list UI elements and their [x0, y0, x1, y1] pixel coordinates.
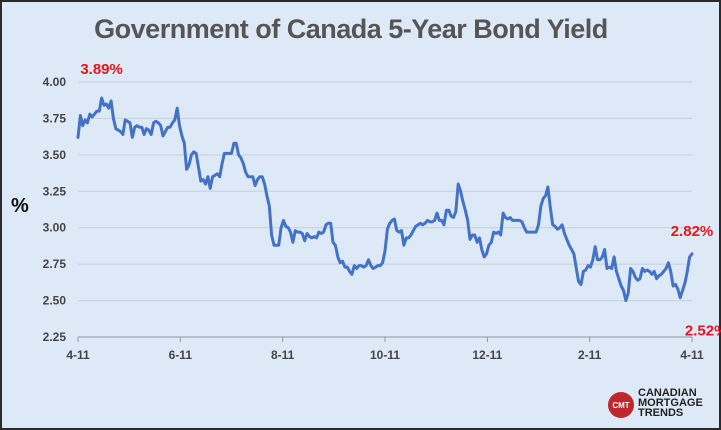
x-tick-label: 10-11 [370, 348, 400, 362]
y-tick-label: 2.50 [43, 294, 67, 308]
logo-line-1: CANADIAN [638, 387, 697, 399]
logo-badge: CMT [608, 392, 634, 418]
logo-line-3: TRENDS [638, 407, 684, 419]
y-tick-label: 2.75 [43, 257, 67, 271]
y-tick-labels: 2.25 2.50 2.75 3.00 3.25 3.50 3.75 4.00 [43, 75, 67, 344]
y-tick-label: 2.25 [43, 330, 67, 344]
gridlines [78, 81, 692, 338]
x-tick-label: 6-11 [169, 348, 193, 362]
annotation-label: 2.52% [685, 323, 721, 340]
y-axis-label: % [11, 195, 29, 217]
logo-line-2: MORTGAGE [638, 397, 703, 409]
series-line [76, 96, 694, 303]
annotations: 3.89% 2.82% 2.52% [80, 61, 721, 340]
x-tick-label: 4-11 [66, 348, 90, 362]
logo-text: CANADIAN MORTGAGE TRENDS [638, 387, 703, 419]
annotation-label: 3.89% [80, 61, 123, 78]
x-tick-labels: 4-11 6-11 8-11 10-11 12-11 2-11 4-11 [66, 348, 704, 362]
y-tick-label: 3.00 [43, 221, 67, 235]
x-tick-label: 2-11 [578, 348, 602, 362]
annotation-label: 2.82% [671, 223, 714, 240]
chart-title: Government of Canada 5-Year Bond Yield [94, 14, 608, 44]
x-tick-label: 8-11 [271, 348, 295, 362]
y-tick-label: 3.75 [43, 111, 67, 125]
cmt-logo: CMT CANADIAN MORTGAGE TRENDS [608, 386, 714, 424]
y-tick-label: 3.25 [43, 184, 67, 198]
x-tick-label: 12-11 [472, 348, 502, 362]
x-axis [77, 336, 693, 342]
y-tick-label: 3.50 [43, 148, 67, 162]
x-tick-label: 4-11 [680, 348, 704, 362]
y-tick-label: 4.00 [43, 75, 67, 89]
